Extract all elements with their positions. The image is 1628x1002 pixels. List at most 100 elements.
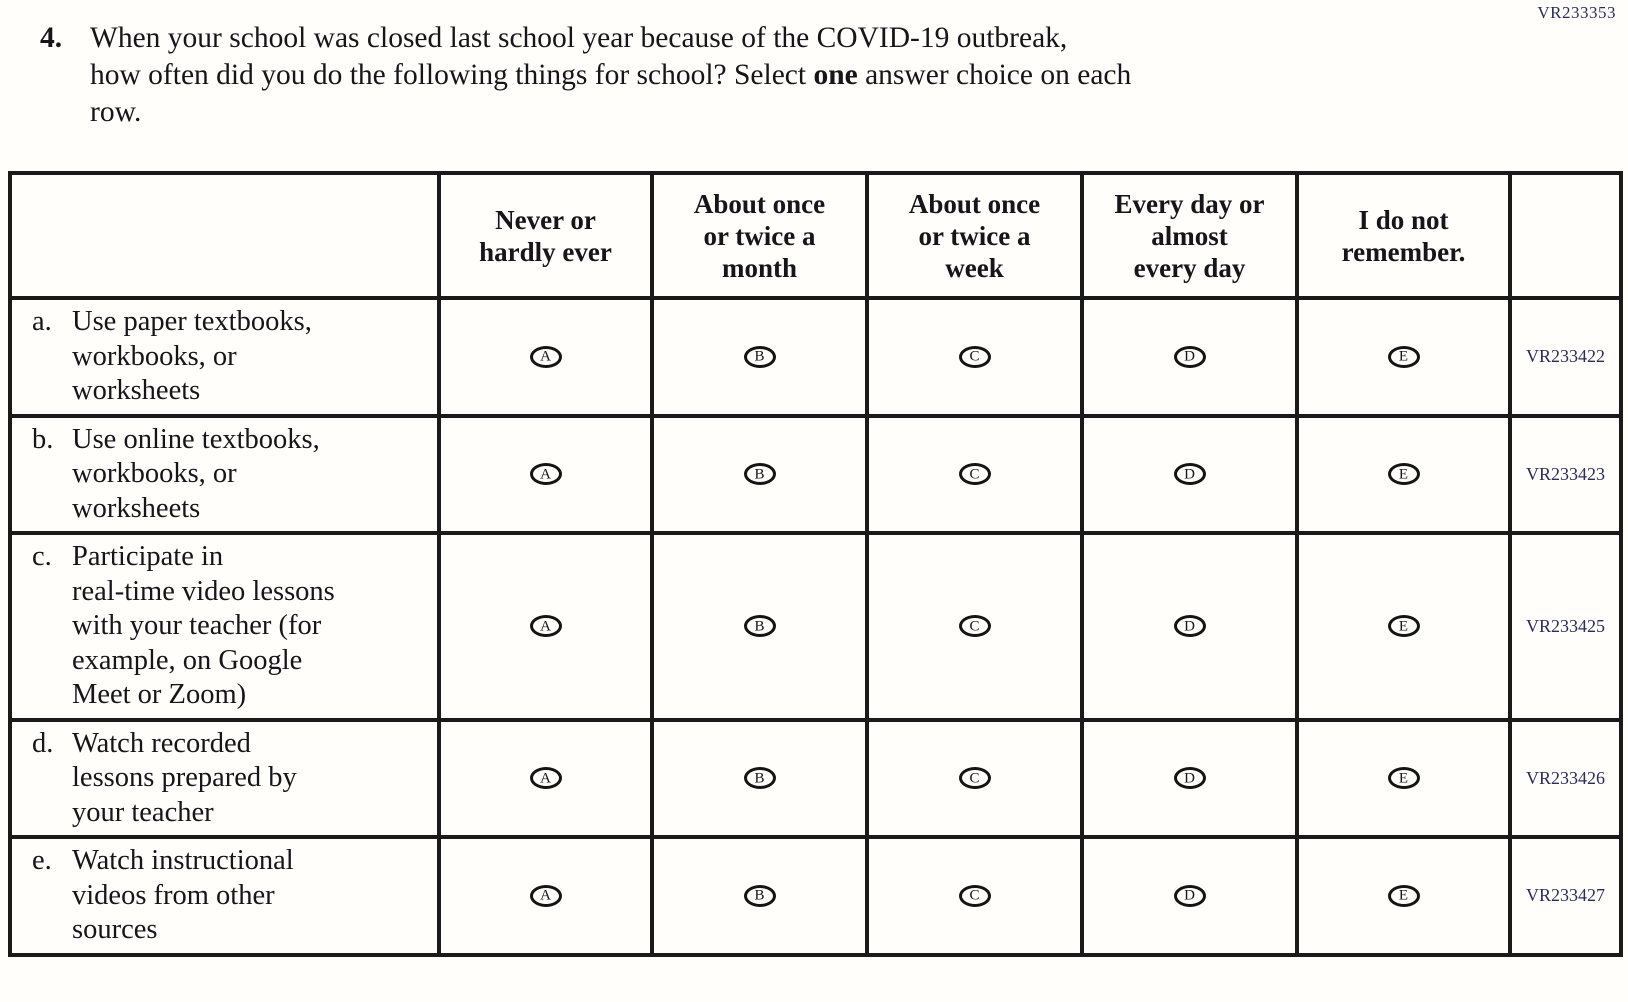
- answer-cell-a-week: C: [865, 296, 1084, 418]
- question-text: When your school was closed last school …: [90, 20, 1370, 131]
- bubble-letter: E: [1398, 887, 1409, 904]
- question-text-bold: one: [813, 59, 858, 91]
- row-code: VR233422: [1508, 296, 1623, 418]
- bubble-letter: C: [969, 618, 980, 635]
- bubble-letter: B: [754, 348, 765, 365]
- table-row-a: a. Use paper textbooks, workbooks, or wo…: [8, 296, 1623, 418]
- row-code: VR233423: [1508, 413, 1623, 535]
- header-every-day: Every day or almost every day: [1080, 171, 1299, 300]
- answer-bubble-d-e[interactable]: E: [1387, 767, 1420, 790]
- bubble-letter: A: [540, 466, 551, 483]
- bubble-letter: E: [1398, 618, 1409, 635]
- answer-bubble-a-a[interactable]: A: [529, 345, 562, 368]
- answer-cell-d-never: A: [437, 717, 654, 839]
- bubble-letter: C: [969, 770, 980, 787]
- answer-bubble-c-b[interactable]: B: [743, 615, 776, 638]
- bubble-letter: A: [540, 887, 551, 904]
- answer-cell-b-noremember: E: [1295, 413, 1512, 535]
- bubble-letter: C: [969, 887, 980, 904]
- answer-bubble-e-c[interactable]: C: [958, 884, 991, 907]
- answer-bubble-c-e[interactable]: E: [1387, 615, 1420, 638]
- row-label-cell: d. Watch recorded lessons prepared by yo…: [8, 717, 441, 839]
- answer-bubble-b-b[interactable]: B: [743, 463, 776, 486]
- row-code: VR233425: [1508, 531, 1623, 722]
- answer-cell-c-everyday: D: [1080, 531, 1299, 722]
- page-form-code: VR233353: [1537, 3, 1616, 22]
- answer-cell-d-everyday: D: [1080, 717, 1299, 839]
- row-letter: d.: [32, 727, 54, 759]
- header-blank-cell: [8, 171, 441, 300]
- answer-bubble-d-a[interactable]: A: [529, 767, 562, 790]
- answer-cell-b-never: A: [437, 413, 654, 535]
- header-code-cell: [1508, 171, 1623, 300]
- row-letter: b.: [32, 423, 54, 455]
- bubble-letter: D: [1184, 348, 1195, 365]
- answer-cell-a-never: A: [437, 296, 654, 418]
- row-label-text: Use paper textbooks, workbooks, or works…: [72, 306, 312, 406]
- table-row-b: b. Use online textbooks, workbooks, or w…: [8, 413, 1623, 535]
- question-number: 4.: [40, 22, 63, 54]
- bubble-letter: A: [540, 770, 551, 787]
- answer-cell-c-never: A: [437, 531, 654, 722]
- row-code: VR233427: [1508, 835, 1623, 957]
- answer-bubble-a-d[interactable]: D: [1173, 345, 1206, 368]
- header-once-twice-week: About once or twice a week: [865, 171, 1084, 300]
- bubble-letter: E: [1398, 348, 1409, 365]
- row-label-cell: e. Watch instructional videos from other…: [8, 835, 441, 957]
- answer-cell-d-week: C: [865, 717, 1084, 839]
- bubble-letter: A: [540, 348, 551, 365]
- answer-cell-e-everyday: D: [1080, 835, 1299, 957]
- table-row-c: c. Participate in real-time video lesson…: [8, 531, 1623, 722]
- row-label-cell: a. Use paper textbooks, workbooks, or wo…: [8, 296, 441, 418]
- answer-cell-a-month: B: [650, 296, 869, 418]
- answer-bubble-d-b[interactable]: B: [743, 767, 776, 790]
- bubble-letter: B: [754, 770, 765, 787]
- answer-bubble-e-e[interactable]: E: [1387, 884, 1420, 907]
- answer-cell-c-noremember: E: [1295, 531, 1512, 722]
- table-row-d: d. Watch recorded lessons prepared by yo…: [8, 717, 1623, 839]
- answer-cell-b-week: C: [865, 413, 1084, 535]
- answer-bubble-a-b[interactable]: B: [743, 345, 776, 368]
- answer-bubble-e-a[interactable]: A: [529, 884, 562, 907]
- row-letter: e.: [32, 845, 52, 876]
- answer-bubble-b-c[interactable]: C: [958, 463, 991, 486]
- row-letter: a.: [32, 306, 52, 337]
- bubble-letter: D: [1184, 466, 1195, 483]
- answer-cell-b-everyday: D: [1080, 413, 1299, 535]
- answer-cell-c-month: B: [650, 531, 869, 722]
- answer-bubble-c-d[interactable]: D: [1173, 615, 1206, 638]
- header-never-or-hardly-ever: Never or hardly ever: [437, 171, 654, 300]
- answer-cell-e-week: C: [865, 835, 1084, 957]
- question-text-part2: answer choice on each row.: [90, 59, 1132, 128]
- answer-bubble-d-d[interactable]: D: [1173, 767, 1206, 790]
- answer-cell-d-month: B: [650, 717, 869, 839]
- question-text-part1: When your school was closed last school …: [90, 22, 1068, 91]
- answer-cell-a-noremember: E: [1295, 296, 1512, 418]
- answer-bubble-d-c[interactable]: C: [958, 767, 991, 790]
- row-label-text: Use online textbooks, workbooks, or work…: [72, 423, 320, 524]
- question-block: 4. When your school was closed last scho…: [40, 20, 1370, 131]
- answer-bubble-b-a[interactable]: A: [529, 463, 562, 486]
- row-label-cell: b. Use online textbooks, workbooks, or w…: [8, 413, 441, 535]
- answer-cell-b-month: B: [650, 413, 869, 535]
- response-matrix-table: Never or hardly ever About once or twice…: [8, 171, 1623, 957]
- header-row: Never or hardly ever About once or twice…: [8, 171, 1623, 300]
- bubble-letter: C: [969, 348, 980, 365]
- answer-bubble-b-d[interactable]: D: [1173, 463, 1206, 486]
- answer-bubble-e-b[interactable]: B: [743, 884, 776, 907]
- row-label-cell: c. Participate in real-time video lesson…: [8, 531, 441, 722]
- answer-cell-a-everyday: D: [1080, 296, 1299, 418]
- answer-bubble-a-c[interactable]: C: [958, 345, 991, 368]
- answer-cell-d-noremember: E: [1295, 717, 1512, 839]
- bubble-letter: D: [1184, 770, 1195, 787]
- answer-bubble-c-a[interactable]: A: [529, 615, 562, 638]
- answer-bubble-e-d[interactable]: D: [1173, 884, 1206, 907]
- header-do-not-remember: I do not remember.: [1295, 171, 1512, 300]
- answer-cell-e-never: A: [437, 835, 654, 957]
- answer-cell-e-month: B: [650, 835, 869, 957]
- answer-bubble-b-e[interactable]: E: [1387, 463, 1420, 486]
- table-row-e: e. Watch instructional videos from other…: [8, 835, 1623, 957]
- bubble-letter: D: [1184, 618, 1195, 635]
- answer-bubble-c-c[interactable]: C: [958, 615, 991, 638]
- answer-bubble-a-e[interactable]: E: [1387, 345, 1420, 368]
